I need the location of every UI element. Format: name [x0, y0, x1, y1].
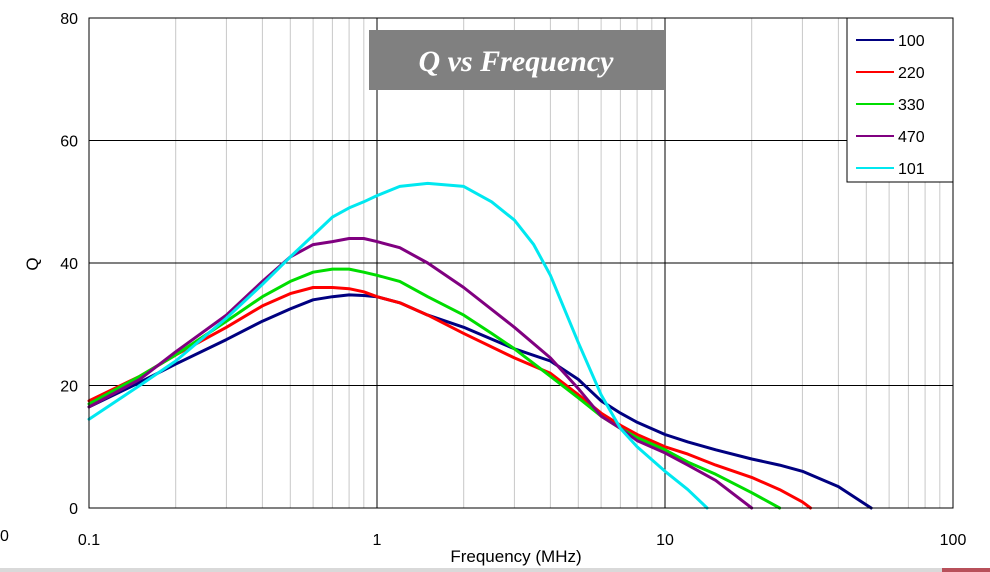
series-lines — [87, 181, 873, 510]
y-axis-label: Q — [23, 257, 42, 270]
y-tick-label: 40 — [60, 256, 78, 273]
series-line-220 — [87, 286, 812, 510]
series-line-330 — [87, 267, 782, 510]
x-tick-label: 0.1 — [78, 532, 100, 549]
legend-box — [846, 17, 954, 183]
legend-label-101: 101 — [898, 161, 925, 178]
bottom-strip — [0, 568, 990, 572]
y-tick-label: 80 — [60, 11, 78, 28]
x-tick-label: 1 — [373, 532, 382, 549]
legend-label-330: 330 — [898, 97, 925, 114]
x-axis-label: Frequency (MHz) — [450, 547, 581, 566]
x-tick-label: 10 — [656, 532, 674, 549]
chart-title: Q vs Frequency — [419, 45, 615, 78]
series-line-470 — [87, 237, 754, 510]
series-line-101 — [87, 181, 709, 510]
tick-labels: 0.1 1 10 100 0 20 40 60 80 — [60, 11, 966, 549]
chart-title-box: Q vs Frequency — [369, 30, 664, 90]
cutoff-tick-label: 0 — [0, 528, 9, 545]
x-tick-label: 100 — [940, 532, 967, 549]
bottom-mark — [942, 568, 990, 572]
legend-label-470: 470 — [898, 129, 925, 146]
y-tick-label: 60 — [60, 134, 78, 151]
legend-label-100: 100 — [898, 33, 925, 50]
y-tick-label: 20 — [60, 379, 78, 396]
plot-border — [88, 17, 954, 509]
y-tick-label: 0 — [69, 501, 78, 518]
legend: 100 220 330 470 101 — [846, 17, 954, 183]
legend-label-220: 220 — [898, 65, 925, 82]
